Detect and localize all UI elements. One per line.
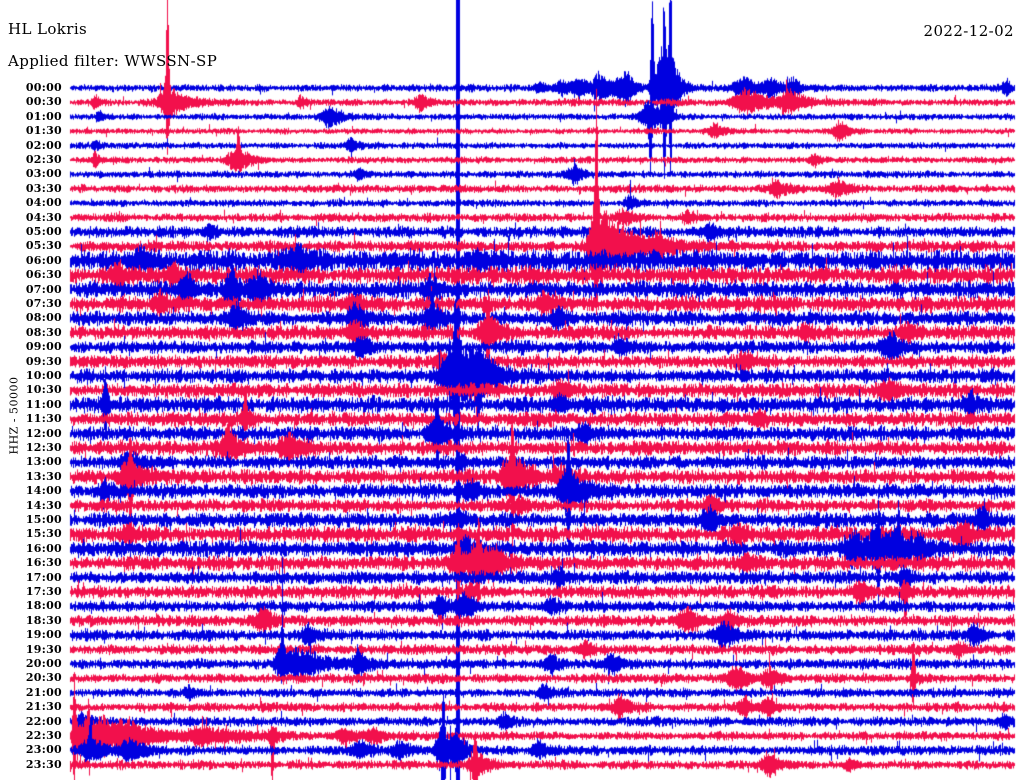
time-label: 23:30 xyxy=(25,757,62,771)
time-label: 03:00 xyxy=(25,167,62,181)
time-label: 21:00 xyxy=(25,685,62,699)
date-label: 2022-12-02 xyxy=(923,22,1014,40)
time-label: 22:00 xyxy=(25,714,62,728)
time-label: 16:30 xyxy=(25,556,62,570)
time-label: 18:30 xyxy=(25,613,62,627)
time-label: 00:30 xyxy=(25,95,62,109)
time-label: 15:30 xyxy=(25,527,62,541)
time-label: 04:30 xyxy=(25,210,62,224)
time-label: 11:30 xyxy=(25,412,62,426)
station-title: HL Lokris xyxy=(8,20,88,38)
time-label: 17:30 xyxy=(25,585,62,598)
time-label: 13:00 xyxy=(25,455,62,469)
time-label: 04:00 xyxy=(25,196,62,210)
time-label: 18:00 xyxy=(25,599,62,613)
time-label: 11:00 xyxy=(25,397,62,411)
time-label: 05:00 xyxy=(25,225,62,238)
time-label: 09:00 xyxy=(25,340,62,354)
time-label: 02:00 xyxy=(25,138,62,152)
time-label: 22:30 xyxy=(25,729,62,742)
time-label: 01:30 xyxy=(25,124,62,138)
time-label: 16:00 xyxy=(25,541,62,555)
time-label: 23:00 xyxy=(25,743,62,757)
time-label: 06:30 xyxy=(25,268,62,282)
time-label: 12:00 xyxy=(25,426,62,440)
time-label: 15:00 xyxy=(25,513,62,526)
time-label: 09:30 xyxy=(25,354,62,368)
time-label: 03:30 xyxy=(25,181,62,195)
time-label: 21:30 xyxy=(25,700,62,714)
time-label: 13:30 xyxy=(25,469,62,483)
time-label: 07:00 xyxy=(25,282,62,296)
time-label: 06:00 xyxy=(25,253,62,267)
time-label: 10:30 xyxy=(25,383,62,397)
time-label: 12:30 xyxy=(25,441,62,454)
time-label: 01:00 xyxy=(25,109,62,123)
time-label: 07:30 xyxy=(25,297,62,310)
time-label: 19:00 xyxy=(25,628,62,642)
applied-filter-label: Applied filter: WWSSN-SP xyxy=(8,52,218,70)
time-label: 08:30 xyxy=(25,325,62,339)
time-label: 19:30 xyxy=(25,642,62,656)
time-label: 17:00 xyxy=(25,570,62,584)
time-label: 05:30 xyxy=(25,239,62,253)
time-label: 02:30 xyxy=(25,153,62,166)
time-label: 14:30 xyxy=(25,498,62,512)
time-label: 20:30 xyxy=(25,671,62,685)
time-label: 14:00 xyxy=(25,484,62,498)
time-label: 08:00 xyxy=(25,311,62,325)
time-label: 20:00 xyxy=(25,657,62,670)
time-label: 10:00 xyxy=(25,369,62,382)
time-label: 00:00 xyxy=(25,81,62,94)
